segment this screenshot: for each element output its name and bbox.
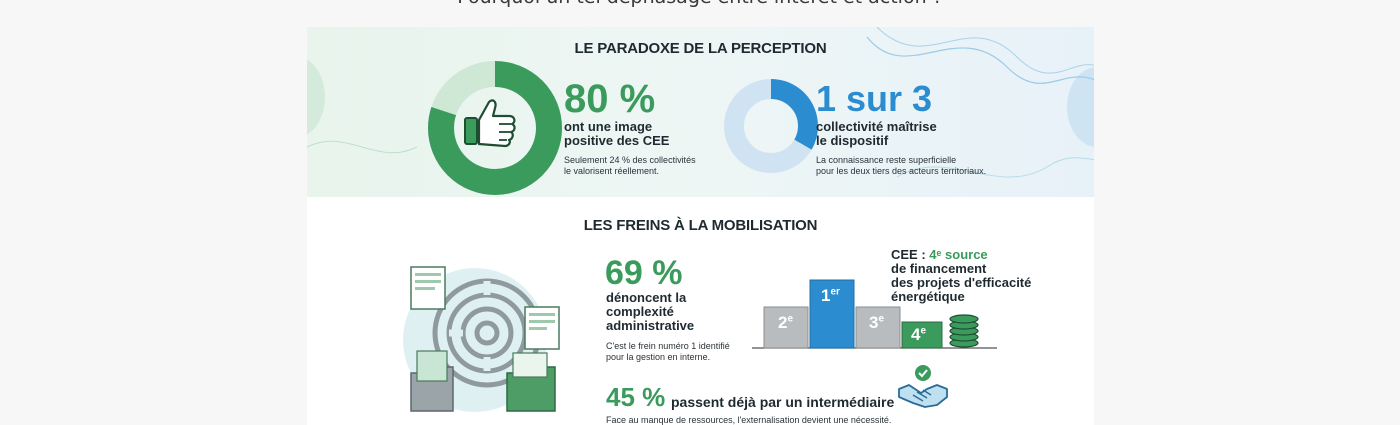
- label-maitrise-line2: le dispositif: [816, 133, 889, 148]
- label-positive-line2: positive des CEE: [564, 133, 670, 148]
- stat-69: 69 %: [605, 254, 683, 292]
- stat-1-sur-3: 1 sur 3: [816, 78, 933, 119]
- label-complexite-line2: complexité: [606, 304, 674, 319]
- freins-title: LES FREINS À LA MOBILISATION: [583, 217, 818, 234]
- podium-bar-2: [763, 306, 809, 349]
- coins-stack-icon: [949, 314, 979, 348]
- podium-label-2: 2e: [778, 313, 794, 332]
- source-line3: des projets d'efficacité: [891, 275, 1032, 290]
- thumbs-up-icon: [464, 99, 516, 148]
- podium-bar-4: [901, 321, 943, 349]
- label-intermediaire: passent déjà par un intermédiaire: [671, 394, 895, 410]
- podium-label-4: 4e: [911, 325, 927, 344]
- decorative-waves-icon: [307, 27, 1094, 178]
- perception-title: LE PARADOXE DE LA PERCEPTION: [574, 40, 827, 57]
- note-externalisation: Face au manque de ressources, l'external…: [606, 415, 892, 425]
- podium-chart: [752, 279, 997, 349]
- note-24-line1: Seulement 24 % des collectivités: [564, 155, 696, 165]
- infographic-card: LE PARADOXE DE LA PERCEPTION 80 % ont un…: [307, 27, 1094, 425]
- note-frein-line2: pour la gestion en interne.: [606, 352, 711, 362]
- note-connaissance-line2: pour les deux tiers des acteurs territor…: [816, 166, 987, 176]
- page-heading: Pourquoi un tel déphasage entre intérêt …: [0, 0, 1400, 8]
- podium-bar-1: [809, 279, 855, 349]
- note-connaissance-line1: La connaissance reste superficielle: [816, 155, 957, 165]
- podium-label-1: 1er: [821, 286, 840, 305]
- stat-45: 45 %: [606, 382, 666, 412]
- note-24-line2: le valorisent réellement.: [564, 166, 660, 176]
- donut-chart-80: [428, 61, 562, 195]
- podium-bar-3: [855, 306, 901, 349]
- source-line4: énergétique: [891, 289, 965, 304]
- source-prefix: CEE :: [891, 247, 930, 262]
- handshake-icon: [898, 365, 948, 408]
- label-complexite-line1: dénoncent la: [606, 290, 687, 305]
- source-highlight: 4ᵉ source: [929, 247, 988, 262]
- stat-80: 80 %: [564, 77, 656, 121]
- source-line2: de financement: [891, 261, 987, 276]
- perception-band: LE PARADOXE DE LA PERCEPTION 80 % ont un…: [307, 27, 1094, 197]
- label-maitrise-line1: collectivité maîtrise: [816, 119, 937, 134]
- note-frein-line1: C'est le frein numéro 1 identifié: [606, 341, 730, 351]
- podium-label-3: 3e: [869, 313, 885, 332]
- maze-documents-icon: [403, 266, 560, 412]
- source-line1: CEE : 4ᵉ source: [891, 248, 988, 262]
- donut-chart-1-sur-3: [724, 79, 818, 173]
- label-complexite-line3: administrative: [606, 318, 695, 333]
- label-positive-line1: ont une image: [564, 119, 653, 134]
